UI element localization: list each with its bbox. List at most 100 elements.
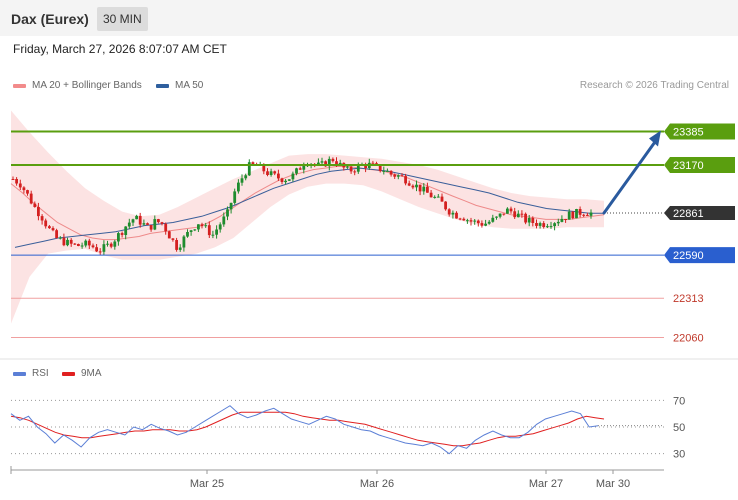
candle-body	[378, 164, 382, 171]
candle-body	[447, 209, 451, 215]
candle-body	[513, 211, 517, 218]
candle-body	[204, 225, 208, 227]
candle-body	[524, 213, 527, 223]
candle-body	[182, 236, 186, 248]
candle-body	[149, 225, 153, 230]
ma20-swatch	[13, 83, 26, 88]
candle-body	[527, 218, 531, 223]
candle-body	[589, 212, 593, 216]
candle-body	[407, 183, 411, 186]
candle-body	[429, 192, 433, 198]
interval-button[interactable]: 30 MIN	[97, 7, 148, 31]
candle-body	[58, 237, 62, 239]
candle-body	[317, 162, 320, 165]
candle-body	[549, 226, 553, 228]
header-bar: Dax (Eurex) 30 MIN	[0, 0, 738, 36]
candle-body	[506, 208, 509, 214]
candle-body	[18, 183, 22, 188]
candle-body	[324, 161, 327, 167]
ma20-label: MA 20 + Bollinger Bands	[32, 80, 142, 91]
candle-body	[553, 223, 556, 227]
candle-body	[222, 216, 226, 225]
candle-body	[247, 162, 251, 176]
candle-body	[444, 201, 447, 210]
candle-body	[291, 173, 295, 180]
bollinger-bands	[11, 110, 604, 324]
candle-body	[484, 223, 487, 226]
x-axis: Mar 25 Mar 26 Mar 27 Mar 30	[10, 466, 630, 490]
candle-body	[476, 220, 480, 224]
x-tick-label: Mar 27	[529, 478, 563, 490]
candle-body	[84, 240, 88, 246]
candle-body	[509, 208, 513, 212]
candle-body	[364, 164, 367, 168]
candle-body	[48, 226, 51, 229]
candle-body	[15, 179, 18, 184]
candle-body	[458, 218, 462, 220]
candle-body	[62, 237, 66, 246]
candle-body	[538, 223, 542, 226]
candle-body	[331, 158, 335, 162]
rsi-9ma-line	[10, 411, 605, 447]
candle-body	[411, 185, 415, 188]
candle-body	[142, 223, 146, 225]
candle-body	[109, 243, 113, 247]
ma9-swatch	[62, 371, 75, 376]
candle-body	[495, 216, 498, 218]
projection-arrow-shaft	[602, 139, 658, 215]
candle-body	[338, 162, 342, 165]
legend-ma20: MA 20 + Bollinger Bands	[13, 80, 142, 91]
candle-body	[560, 219, 564, 222]
candle-body	[244, 175, 248, 179]
candle-body	[487, 221, 491, 224]
legend-ma50: MA 50	[156, 80, 203, 91]
timestamp: Friday, March 27, 2026 8:07:07 AM CET	[13, 42, 227, 56]
candle-body	[520, 213, 524, 215]
resistance-level-tag	[664, 123, 735, 140]
candle-body	[302, 165, 306, 170]
candle-body	[37, 207, 40, 217]
resistance-level-tag	[664, 156, 735, 173]
ma50-line	[14, 167, 604, 248]
candle-body	[502, 213, 506, 215]
candle-body	[578, 209, 582, 215]
candle-body	[197, 224, 200, 230]
support-level-tag	[664, 247, 735, 264]
candle-body	[73, 243, 77, 245]
candle-body	[426, 186, 429, 193]
candle-body	[80, 245, 84, 247]
bollinger-band-fill	[11, 110, 604, 324]
candle-body	[237, 182, 240, 192]
candle-body	[66, 239, 69, 246]
candle-body	[171, 238, 175, 240]
candle-body	[189, 230, 193, 232]
candle-body	[451, 212, 455, 215]
candle-body	[371, 162, 375, 164]
candle-body	[124, 226, 128, 235]
candle-body	[22, 187, 26, 191]
candle-body	[400, 175, 404, 177]
candle-body	[393, 174, 397, 177]
candle-body	[120, 233, 124, 235]
candle-body	[542, 223, 546, 227]
candle-body	[295, 168, 298, 174]
candle-body	[469, 220, 473, 222]
rsi-swatch	[13, 371, 26, 376]
candle-body	[157, 219, 160, 223]
instrument-title: Dax (Eurex)	[11, 11, 89, 27]
candle-body	[396, 175, 400, 177]
candle-body	[233, 191, 237, 203]
candle-body	[356, 164, 360, 172]
candle-body	[491, 217, 495, 222]
candle-body	[251, 162, 255, 165]
copyright-text: Research © 2026 Trading Central	[579, 80, 729, 91]
candle-body	[95, 247, 98, 252]
candle-body	[91, 245, 95, 248]
legend-9ma: 9MA	[62, 368, 102, 379]
candle-body	[586, 214, 589, 216]
candle-body	[269, 171, 273, 175]
candle-body	[389, 170, 393, 175]
candle-body	[462, 218, 466, 221]
candle-body	[455, 212, 458, 219]
